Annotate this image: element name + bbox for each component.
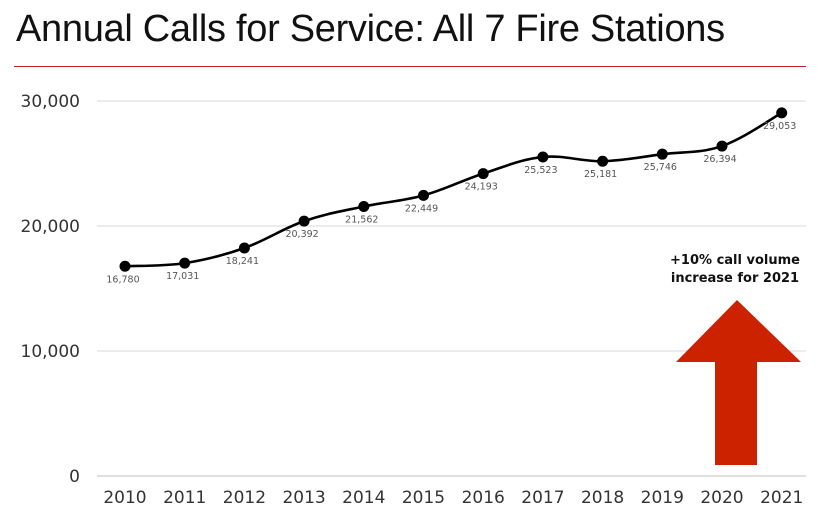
x-tick-label: 2016 [462, 488, 505, 508]
data-label: 22,449 [405, 203, 438, 214]
x-tick-label: 2010 [103, 488, 146, 508]
data-point [656, 148, 668, 160]
data-label: 21,562 [345, 214, 378, 225]
data-point [477, 168, 489, 180]
data-line [124, 111, 783, 268]
data-label: 25,523 [524, 165, 557, 176]
chart-title: Annual Calls for Service: All 7 Fire Sta… [16, 8, 725, 50]
x-tick-label: 2018 [581, 488, 624, 508]
x-tick-label: 2012 [223, 488, 266, 508]
data-label: 25,181 [584, 169, 617, 180]
data-point [179, 257, 191, 269]
annotation-line-2: increase for 2021 [670, 271, 800, 286]
x-tick-label: 2017 [521, 488, 564, 508]
x-tick-label: 2013 [282, 488, 325, 508]
data-point [716, 140, 728, 152]
y-tick-label: 0 [69, 467, 80, 487]
data-label: 16,780 [106, 274, 139, 285]
data-point [298, 215, 310, 227]
x-tick-label: 2014 [342, 488, 385, 508]
x-axis: 2010 2011 2012 2013 2014 2015 2016 2017 2018 2019… [103, 488, 803, 508]
up-arrow-icon [676, 300, 801, 465]
annotation-text: +10% call volume increase for 2021 [650, 252, 820, 288]
x-tick-label: 2020 [700, 488, 743, 508]
x-tick-label: 2015 [402, 488, 445, 508]
title-underline [14, 66, 806, 67]
annotation-line-1: +10% call volume [670, 253, 800, 268]
data-label: 26,394 [703, 154, 736, 165]
y-tick-label: 30,000 [21, 92, 80, 112]
x-tick-label: 2021 [760, 488, 803, 508]
x-tick-label: 2019 [641, 488, 684, 508]
data-labels: 16,780 17,031 18,241 20,392 21,562 22,449 24,1… [106, 121, 796, 285]
data-point [776, 107, 788, 119]
y-tick-label: 10,000 [21, 342, 80, 362]
y-axis: 0 10,000 20,000 30,000 [21, 92, 80, 487]
data-label: 17,031 [166, 271, 199, 282]
data-point [238, 242, 250, 254]
data-label: 25,746 [644, 162, 677, 173]
data-points [119, 107, 788, 272]
data-label: 24,193 [465, 182, 498, 193]
data-point [537, 151, 549, 163]
data-point [119, 260, 131, 272]
x-tick-label: 2011 [163, 488, 206, 508]
data-point [597, 155, 609, 167]
gridlines [97, 100, 806, 477]
data-point [418, 189, 429, 201]
data-point [358, 200, 370, 212]
y-tick-label: 20,000 [21, 217, 80, 237]
data-label: 20,392 [285, 229, 318, 240]
data-label: 18,241 [226, 256, 259, 267]
data-label: 29,053 [763, 121, 796, 132]
